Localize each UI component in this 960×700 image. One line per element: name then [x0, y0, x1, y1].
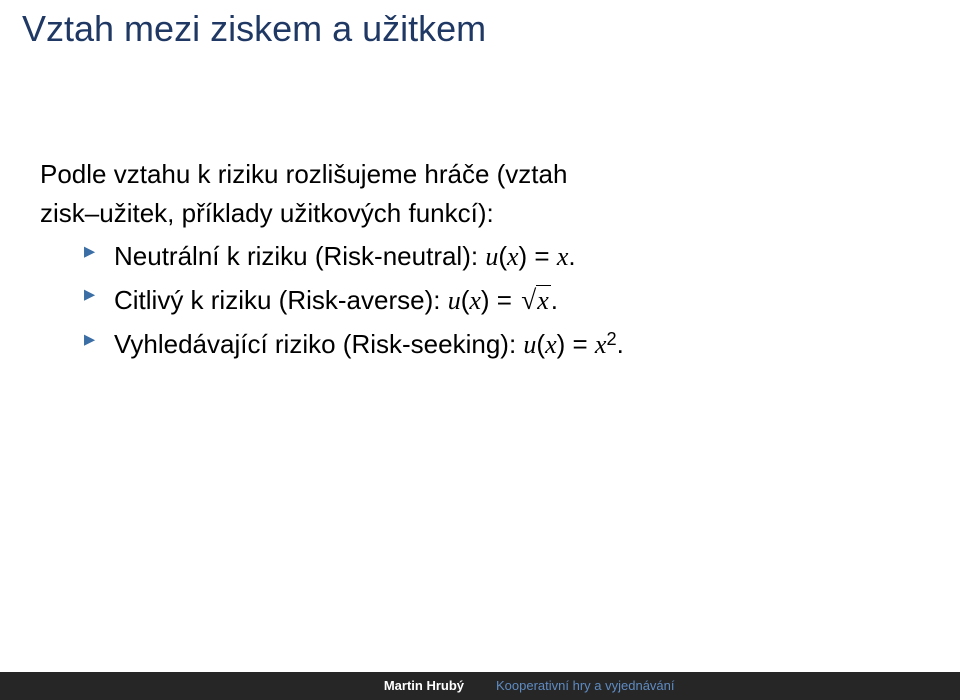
bullet-text: Citlivý k riziku (Risk-averse):: [114, 285, 448, 315]
list-item: Vyhledávající riziko (Risk-seeking): u(x…: [84, 325, 920, 364]
footer-topic: Kooperativní hry a vyjednávání: [496, 678, 675, 693]
footer-right: Kooperativní hry a vyjednávání: [480, 672, 960, 700]
bullet-formula: u(x) = x2.: [523, 329, 623, 359]
bullet-formula: u(x) = √x.: [448, 285, 558, 315]
slide-body: Podle vztahu k riziku rozlišujeme hráče …: [40, 155, 920, 368]
bullet-text: Vyhledávající riziko (Risk-seeking):: [114, 329, 523, 359]
bullet-formula: u(x) = x.: [485, 241, 575, 271]
slide-title: Vztah mezi ziskem a užitkem: [22, 8, 486, 50]
list-item: Neutrální k riziku (Risk-neutral): u(x) …: [84, 237, 920, 276]
bullet-list: Neutrální k riziku (Risk-neutral): u(x) …: [84, 237, 920, 364]
footer-author: Martin Hrubý: [384, 678, 464, 693]
list-item: Citlivý k riziku (Risk-averse): u(x) = √…: [84, 280, 920, 321]
footer-bar: Martin Hrubý Kooperativní hry a vyjednáv…: [0, 672, 960, 700]
intro-paragraph: Podle vztahu k riziku rozlišujeme hráče …: [40, 155, 920, 233]
intro-line-2: zisk–užitek, příklady užitkových funkcí)…: [40, 198, 494, 228]
intro-line-1: Podle vztahu k riziku rozlišujeme hráče …: [40, 159, 567, 189]
footer-left: Martin Hrubý: [0, 672, 480, 700]
bullet-text: Neutrální k riziku (Risk-neutral):: [114, 241, 485, 271]
slide: Vztah mezi ziskem a užitkem Podle vztahu…: [0, 0, 960, 700]
